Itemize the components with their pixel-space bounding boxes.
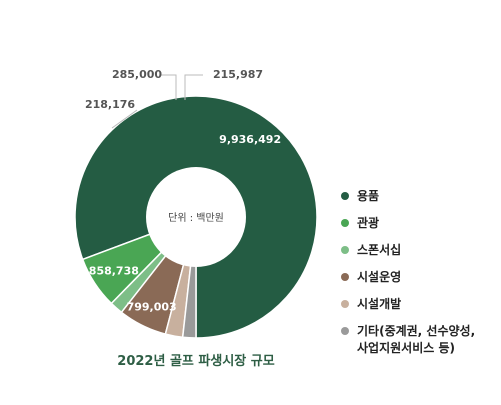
legend-item-6: 기타(중계권, 선수양성, 사업지원서비스 등) [341, 323, 475, 357]
data-labels: 9,936,492 858,738 218,176 799,003 285,000 215… [85, 68, 281, 314]
data-label-4: 799,003 [127, 301, 177, 314]
legend-label: 용품 [357, 189, 380, 203]
legend-item-5: 시설개발 [341, 296, 475, 313]
legend-item-4: 시설운영 [341, 269, 475, 286]
leader-line-3 [111, 109, 138, 129]
data-label-5: 285,000 [112, 68, 162, 81]
data-label-6: 215,987 [213, 68, 263, 81]
legend-swatch [341, 300, 349, 308]
donut-hole [146, 167, 246, 267]
data-label-3: 218,176 [85, 98, 135, 111]
legend-swatch [341, 219, 349, 227]
legend-item-2: 관광 [341, 215, 475, 232]
legend-label: 시설운영 [357, 270, 402, 284]
chart-title: 2022년 골프 파생시장 규모 [117, 354, 275, 369]
data-label-1: 9,936,492 [219, 133, 281, 146]
data-label-2: 858,738 [89, 264, 139, 277]
leader-line-6 [184, 74, 203, 100]
legend-swatch [341, 273, 349, 281]
legend-label: 스폰서십 [357, 243, 402, 257]
legend-swatch [341, 327, 349, 335]
legend-label: 관광 [357, 216, 380, 230]
legend-swatch [341, 192, 349, 200]
center-unit-label: 단위 : 백만원 [168, 211, 224, 224]
legend-swatch [341, 246, 349, 254]
legend-item-1: 용품 [341, 188, 475, 205]
legend-item-3: 스폰서십 [341, 242, 475, 259]
legend-label: 기타(중계권, 선수양성, 사업지원서비스 등) [357, 324, 476, 355]
legend-label: 시설개발 [357, 297, 402, 311]
leader-line-5 [160, 74, 177, 100]
